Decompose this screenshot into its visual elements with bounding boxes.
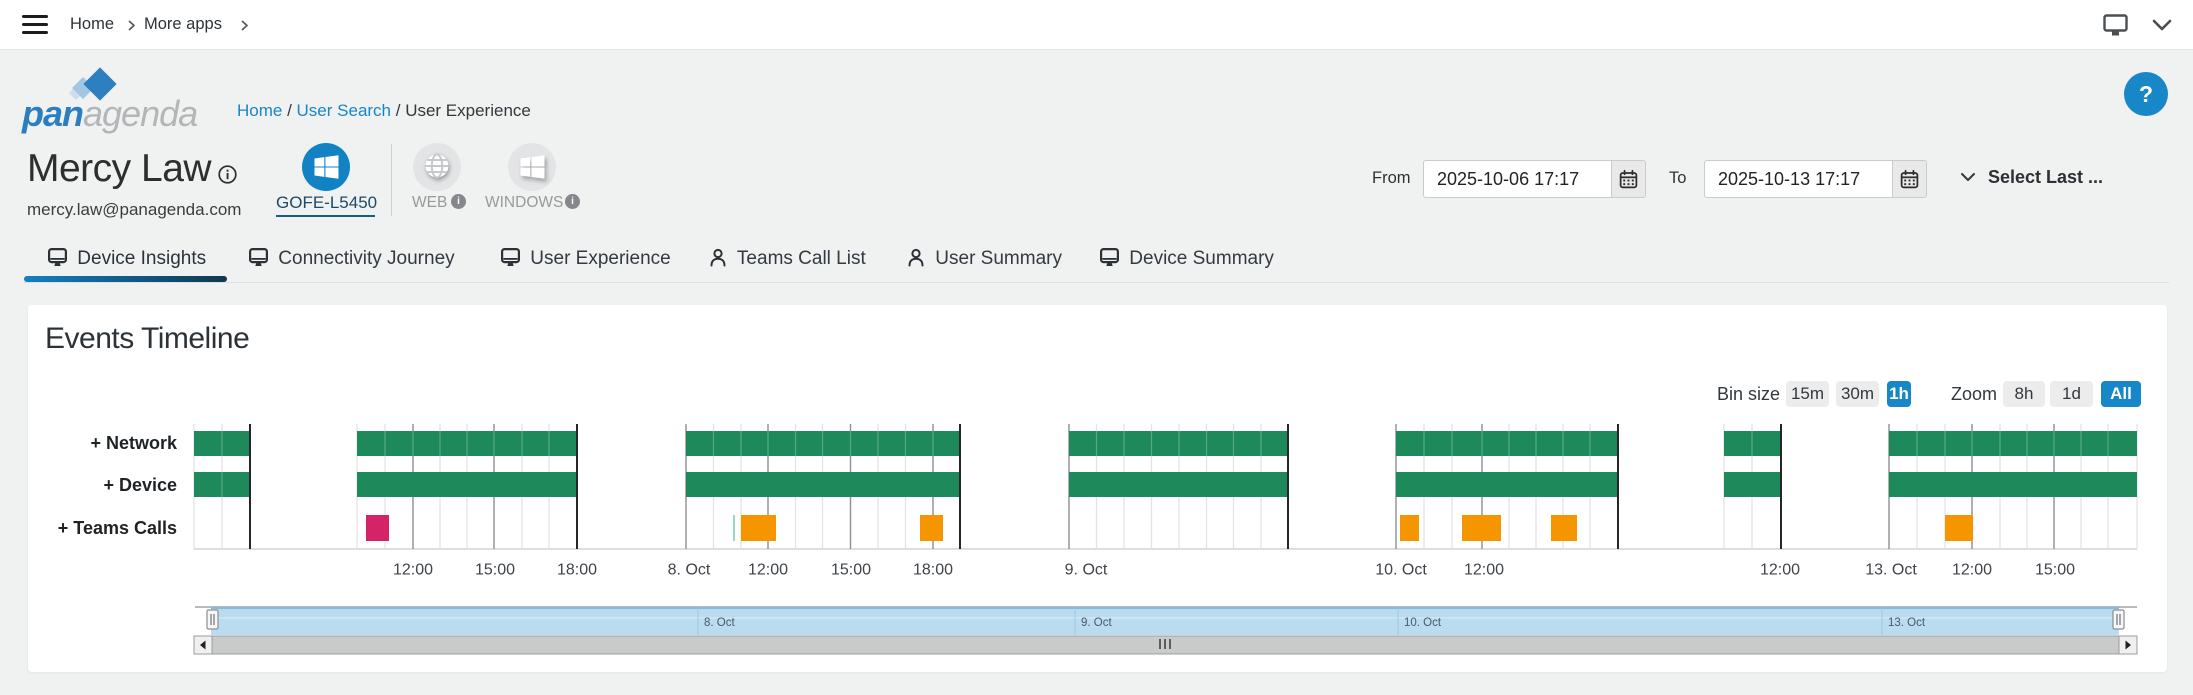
svg-text:10. Oct: 10. Oct — [1375, 562, 1427, 579]
svg-text:9. Oct: 9. Oct — [1065, 562, 1108, 579]
svg-text:12:00: 12:00 — [1464, 562, 1504, 579]
svg-text:13. Oct: 13. Oct — [1865, 562, 1917, 579]
svg-text:15:00: 15:00 — [2035, 562, 2075, 579]
svg-text:8. Oct: 8. Oct — [704, 617, 735, 629]
svg-text:10. Oct: 10. Oct — [1404, 617, 1442, 629]
svg-text:8. Oct: 8. Oct — [668, 562, 711, 579]
svg-text:12:00: 12:00 — [748, 562, 788, 579]
svg-text:12:00: 12:00 — [393, 562, 433, 579]
svg-text:15:00: 15:00 — [475, 562, 515, 579]
svg-text:+ Teams Calls: + Teams Calls — [58, 518, 177, 538]
svg-text:12:00: 12:00 — [1952, 562, 1992, 579]
svg-text:13. Oct: 13. Oct — [1888, 617, 1926, 629]
svg-text:18:00: 18:00 — [913, 562, 953, 579]
svg-text:9. Oct: 9. Oct — [1081, 617, 1112, 629]
svg-text:12:00: 12:00 — [1760, 562, 1800, 579]
svg-text:15:00: 15:00 — [831, 562, 871, 579]
svg-text:+ Network: + Network — [90, 433, 178, 453]
svg-text:18:00: 18:00 — [557, 562, 597, 579]
svg-text:+ Device: + Device — [103, 475, 177, 495]
